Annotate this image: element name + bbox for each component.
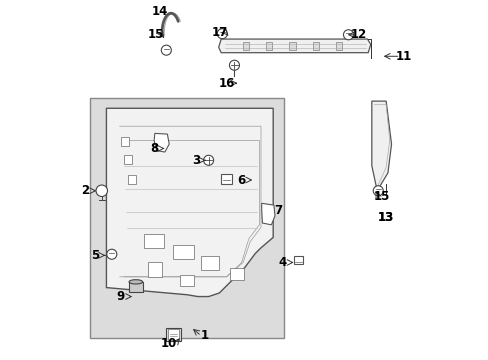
Polygon shape [218,39,370,53]
Bar [289,42,295,50]
Text: 15: 15 [147,28,163,41]
Bar [335,42,342,50]
Text: 9: 9 [117,290,124,303]
Polygon shape [154,134,169,152]
Bar [293,256,303,264]
Text: 5: 5 [91,249,100,262]
Text: 7: 7 [274,204,282,217]
Text: 13: 13 [377,211,393,224]
Circle shape [372,186,383,196]
Bar [265,42,272,50]
Bar [180,275,194,286]
Text: 12: 12 [350,28,366,41]
Text: 13: 13 [377,211,393,224]
Text: 14: 14 [151,5,167,18]
Bar [128,175,136,184]
Bar [312,42,319,50]
Circle shape [96,185,107,197]
Circle shape [161,45,171,55]
Polygon shape [261,203,274,225]
Text: 1: 1 [201,329,209,342]
Bar [230,268,244,280]
Text: 2: 2 [81,184,89,197]
Bar [144,234,163,248]
Text: 8: 8 [150,142,158,155]
Text: 3: 3 [192,154,200,167]
Bar [221,174,231,184]
Text: 15: 15 [372,190,389,203]
Circle shape [229,60,239,70]
Bar [124,155,132,164]
Circle shape [343,30,353,40]
Bar [90,98,284,338]
Bar [242,42,249,50]
Text: 4: 4 [278,256,285,269]
Circle shape [106,249,117,259]
Bar [147,262,162,277]
Bar [201,256,219,270]
Text: 6: 6 [236,174,244,186]
Text: 16: 16 [218,77,234,90]
Text: 11: 11 [395,50,411,63]
Text: 10: 10 [161,337,177,350]
Bar [129,282,142,292]
Circle shape [203,155,213,165]
Bar [166,328,180,341]
Text: 17: 17 [211,27,227,40]
Circle shape [217,29,227,39]
Polygon shape [371,101,391,191]
Bar [172,244,194,259]
Polygon shape [106,108,273,297]
Bar [167,329,179,340]
Bar [121,137,128,146]
Ellipse shape [129,280,142,284]
